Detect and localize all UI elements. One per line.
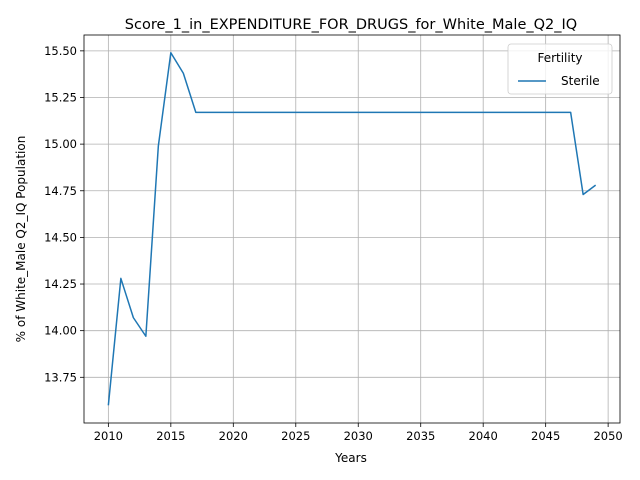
series-line-sterile [107, 51, 597, 406]
y-tick-label: 14.25 [44, 277, 77, 291]
y-tick-label: 14.75 [44, 184, 77, 198]
legend: Fertility Sterile [507, 43, 613, 95]
x-tick-label: 2020 [219, 429, 248, 443]
y-tick-label: 14.00 [44, 324, 77, 338]
chart-title: Score_1_in_EXPENDITURE_FOR_DRUGS_for_Whi… [125, 17, 577, 33]
y-tick-label: 15.50 [44, 44, 77, 58]
legend-label-sterile: Sterile [561, 74, 600, 88]
x-tick-label: 2050 [593, 429, 622, 443]
grid-lines [84, 35, 620, 423]
x-tick-label: 2035 [406, 429, 435, 443]
x-tick-label: 2045 [531, 429, 560, 443]
x-tick-label: 2010 [94, 429, 123, 443]
x-tick-label: 2030 [344, 429, 373, 443]
y-tick-label: 13.75 [44, 370, 77, 384]
x-axis-label: Years [334, 451, 367, 465]
plot-area-frame [83, 34, 621, 424]
y-tick-label: 15.25 [44, 90, 77, 104]
x-axis-ticks: 2010 2015 2020 2025 2030 2035 2040 2045 2050 [94, 423, 623, 443]
x-tick-label: 2025 [281, 429, 310, 443]
y-tick-label: 15.00 [44, 137, 77, 151]
series-lines [107, 51, 597, 406]
x-tick-label: 2040 [469, 429, 498, 443]
y-axis-ticks: 13.75 14.00 14.25 14.50 14.75 15.00 15.25 15.50 [44, 44, 84, 384]
y-axis-label: % of White_Male Q2_IQ Population [14, 136, 28, 343]
y-tick-label: 14.50 [44, 230, 77, 244]
x-tick-label: 2015 [156, 429, 185, 443]
legend-title: Fertility [537, 51, 582, 65]
